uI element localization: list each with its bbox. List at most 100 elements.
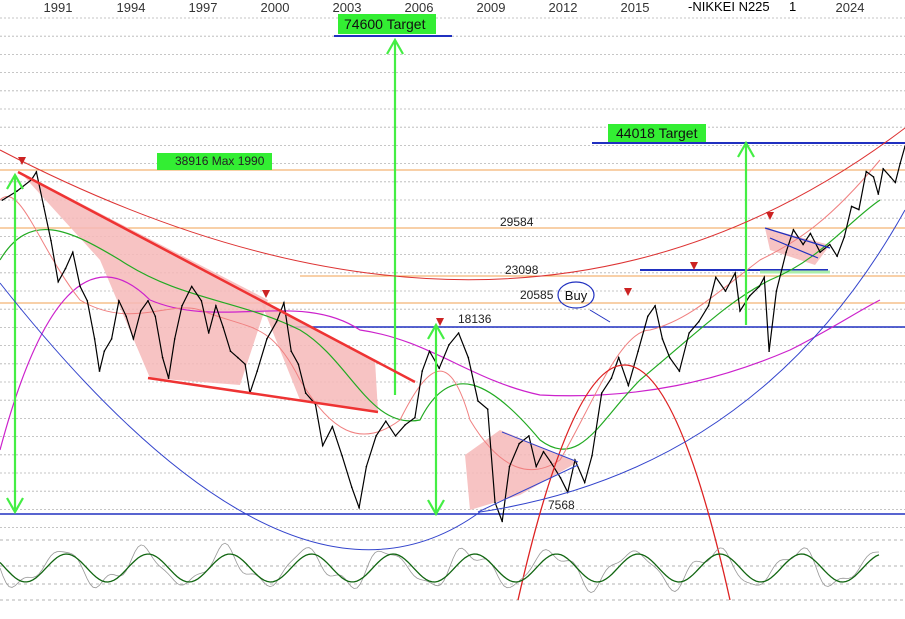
level-label: 18136	[458, 312, 492, 326]
price-point	[79, 285, 81, 288]
price-point	[758, 285, 761, 288]
level-label: 20585	[520, 288, 554, 302]
price-point	[414, 416, 416, 419]
price-point	[637, 350, 639, 353]
blue-arc	[0, 282, 481, 551]
price-series-line	[2, 146, 905, 522]
price-point	[57, 281, 59, 283]
price-point	[341, 455, 343, 457]
price-point	[457, 332, 460, 334]
flag-line	[764, 227, 831, 249]
price-point	[190, 285, 193, 288]
x-tick-label: 2015	[621, 0, 650, 15]
price-point	[304, 392, 307, 394]
price-point	[237, 356, 239, 359]
x-tick-label: 2006	[405, 0, 434, 15]
price-point	[894, 181, 897, 184]
price-point	[86, 300, 89, 302]
price-point	[819, 251, 821, 253]
parabola-curve	[517, 364, 731, 601]
arrow-head	[737, 140, 755, 158]
price-point	[42, 205, 45, 208]
price-point	[448, 344, 450, 346]
price-point	[132, 338, 135, 340]
price-point	[668, 356, 671, 359]
arrow-head	[6, 497, 24, 515]
price-point	[535, 465, 537, 468]
price-point	[266, 338, 268, 340]
price-point	[50, 239, 52, 242]
price-point	[283, 302, 285, 304]
peak-marker	[18, 157, 26, 165]
buy-arrow	[589, 309, 611, 323]
x-tick-label: 2009	[477, 0, 506, 15]
price-point	[486, 408, 489, 411]
price-point	[35, 171, 38, 173]
price-point	[748, 295, 751, 297]
price-point	[899, 162, 901, 165]
price-point	[215, 305, 217, 307]
trend-curve	[0, 127, 905, 281]
target-box	[338, 14, 436, 34]
peak-marker	[690, 262, 698, 270]
price-point	[154, 315, 157, 318]
price-point	[785, 251, 787, 253]
price-point	[173, 338, 176, 340]
price-point	[467, 356, 470, 359]
grid-lines	[0, 17, 905, 601]
peak-marker	[262, 290, 270, 298]
descending-pattern-fill	[20, 172, 268, 385]
price-point	[707, 305, 710, 307]
triangle-pattern-fill	[465, 430, 578, 510]
chart-title-suffix: 1	[789, 0, 796, 14]
level-label-box	[157, 153, 272, 170]
arrow-head	[427, 322, 445, 340]
price-point	[768, 350, 770, 353]
price-point	[494, 501, 496, 504]
x-tick-label: 1997	[189, 0, 218, 15]
x-tick-label: 2012	[549, 0, 578, 15]
price-point	[375, 435, 377, 437]
price-point	[865, 170, 867, 173]
price-point	[64, 267, 67, 270]
price-point	[290, 350, 293, 353]
x-tick-label: 1994	[117, 0, 146, 15]
price-point	[872, 176, 875, 178]
price-point	[244, 363, 246, 366]
moving-average-short	[0, 159, 881, 471]
price-point	[501, 520, 504, 523]
descending-pattern-fill	[260, 300, 378, 412]
arrow-head	[386, 37, 404, 55]
chart-title: -NIKKEI N225	[688, 0, 770, 14]
price-point	[654, 305, 656, 307]
price-point	[103, 350, 106, 353]
moving-average-long	[0, 276, 881, 451]
trendline	[17, 170, 416, 384]
price-point	[600, 392, 603, 394]
price-point	[734, 272, 736, 274]
price-point	[889, 176, 892, 178]
price-point	[836, 255, 838, 257]
price-point	[428, 350, 431, 353]
price-point	[1, 199, 4, 201]
triangle-line	[501, 431, 579, 463]
price-point	[850, 205, 853, 208]
price-point	[678, 370, 681, 372]
price-point	[508, 465, 511, 468]
price-point	[809, 232, 812, 235]
trendline	[147, 376, 379, 414]
peak-marker	[436, 318, 444, 326]
price-point	[200, 300, 203, 302]
price-point	[698, 320, 700, 323]
target-label: 74600 Target	[344, 16, 426, 32]
x-tick-label: 2024	[836, 0, 865, 15]
price-point	[98, 370, 101, 372]
price-point	[688, 332, 690, 334]
price-point	[229, 350, 232, 353]
price-point	[610, 377, 613, 380]
price-point	[358, 506, 360, 509]
price-point	[591, 455, 593, 457]
price-point	[222, 326, 224, 329]
x-tick-label: 2000	[261, 0, 290, 15]
